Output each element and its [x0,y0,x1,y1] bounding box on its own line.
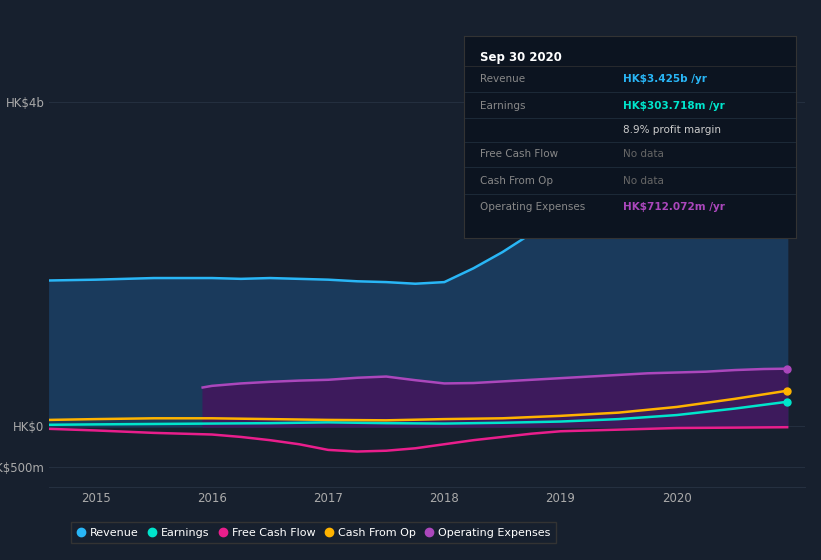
Text: HK$3.425b /yr: HK$3.425b /yr [623,74,708,84]
Text: Sep 30 2020: Sep 30 2020 [480,50,562,63]
Legend: Revenue, Earnings, Free Cash Flow, Cash From Op, Operating Expenses: Revenue, Earnings, Free Cash Flow, Cash … [71,522,556,543]
Text: No data: No data [623,175,664,185]
Text: Revenue: Revenue [480,74,525,84]
Text: Free Cash Flow: Free Cash Flow [480,150,558,160]
Text: Operating Expenses: Operating Expenses [480,202,585,212]
Text: HK$303.718m /yr: HK$303.718m /yr [623,101,725,111]
Text: Cash From Op: Cash From Op [480,175,553,185]
Text: HK$712.072m /yr: HK$712.072m /yr [623,202,725,212]
Text: No data: No data [623,150,664,160]
Text: Earnings: Earnings [480,101,526,111]
Text: 8.9% profit margin: 8.9% profit margin [623,125,722,135]
